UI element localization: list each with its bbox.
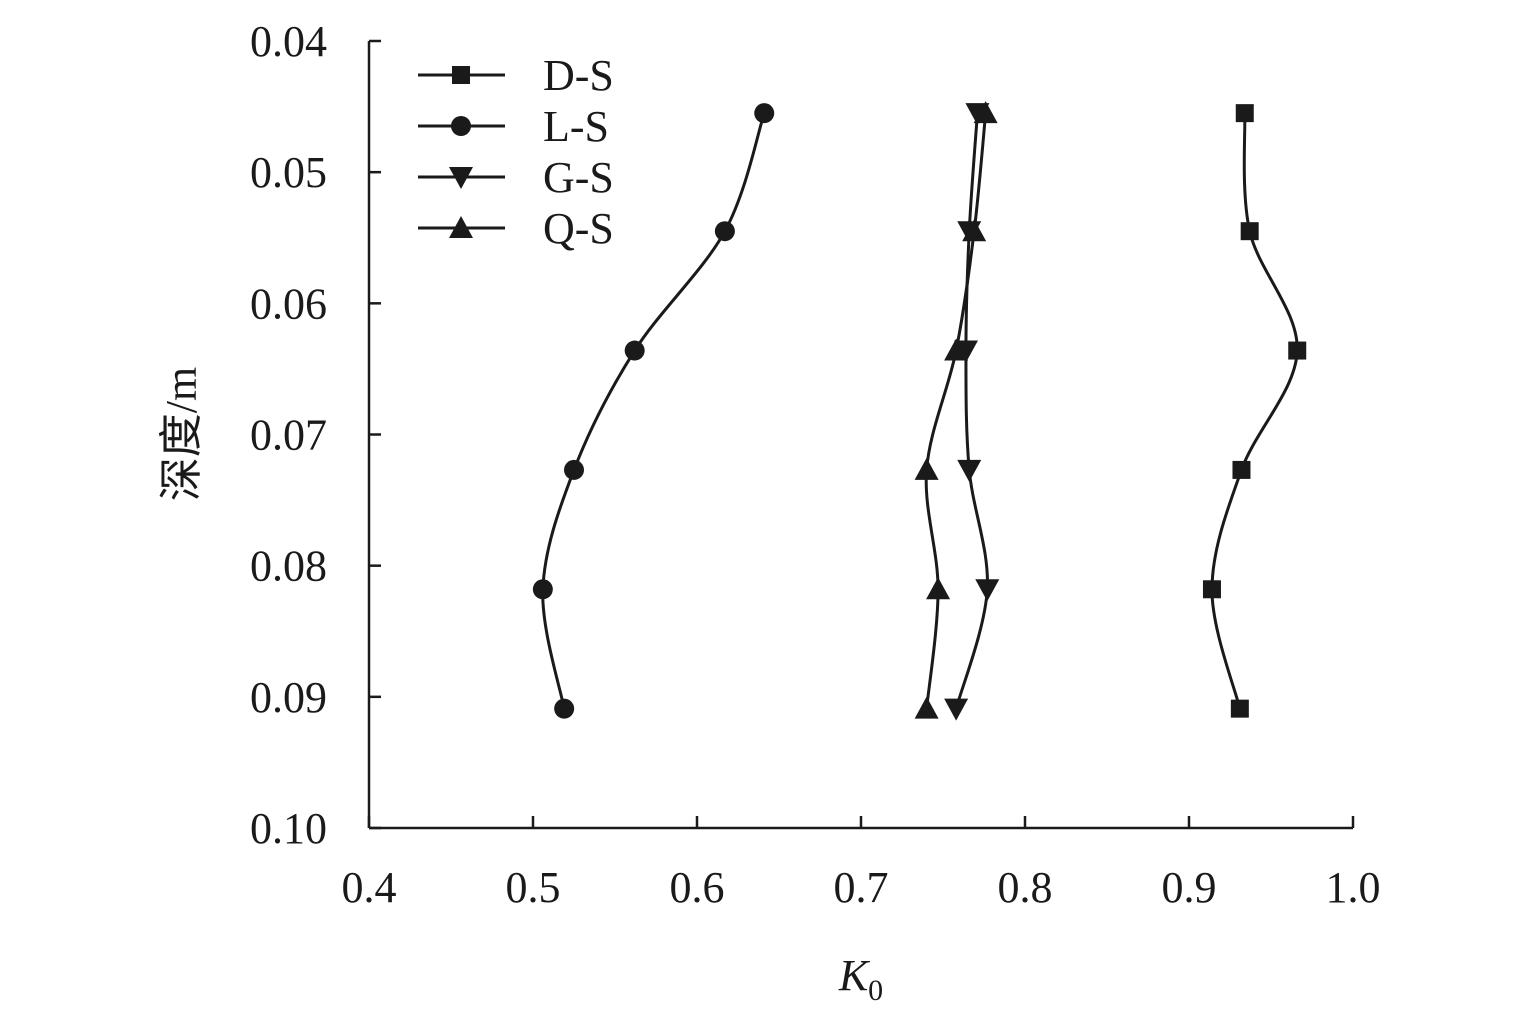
data-point bbox=[975, 579, 1000, 602]
legend-marker bbox=[451, 116, 471, 136]
x-axis-label: K0 bbox=[838, 951, 883, 1007]
legend-label: G-S bbox=[543, 153, 614, 202]
legend-item: D-S bbox=[418, 51, 614, 100]
x-tick-label: 0.4 bbox=[342, 863, 397, 912]
legend: D-SL-SG-SQ-S bbox=[418, 51, 614, 253]
data-point bbox=[1232, 460, 1251, 479]
data-point bbox=[973, 101, 998, 124]
legend-label: D-S bbox=[543, 51, 614, 100]
data-point bbox=[1230, 699, 1249, 718]
legend-item: Q-S bbox=[418, 204, 614, 253]
axes bbox=[367, 41, 1353, 830]
legend-item: G-S bbox=[418, 153, 614, 202]
legend-marker bbox=[452, 66, 470, 84]
y-tick-label: 0.06 bbox=[250, 279, 327, 328]
y-ticks: 0.04 0.05 0.06 0.07 0.08 0.09 0.10 bbox=[250, 17, 381, 853]
data-point bbox=[944, 338, 969, 361]
y-tick-label: 0.05 bbox=[250, 148, 327, 197]
data-point bbox=[1288, 341, 1307, 360]
data-point bbox=[926, 577, 951, 600]
series-line bbox=[954, 113, 989, 710]
x-tick-label: 0.9 bbox=[1162, 863, 1217, 912]
x-tick-label: 0.5 bbox=[506, 863, 561, 912]
y-axis-label: 深度/m bbox=[157, 367, 206, 501]
data-point bbox=[532, 579, 553, 600]
series-l-s bbox=[532, 103, 775, 719]
data-point bbox=[957, 459, 982, 482]
legend-marker bbox=[449, 216, 473, 238]
series-line bbox=[1210, 113, 1299, 709]
data-point bbox=[962, 219, 987, 242]
y-tick-label: 0.08 bbox=[250, 542, 327, 591]
x-tick-label: 0.7 bbox=[834, 863, 889, 912]
x-axis-label-main: K bbox=[838, 951, 871, 1000]
legend-label: L-S bbox=[543, 102, 609, 151]
x-tick-label: 1.0 bbox=[1326, 863, 1381, 912]
data-point bbox=[914, 696, 939, 719]
data-point bbox=[1202, 580, 1221, 599]
legend-item: L-S bbox=[418, 102, 609, 151]
series-group bbox=[532, 101, 1307, 721]
data-point bbox=[1240, 222, 1259, 241]
data-point bbox=[754, 103, 775, 124]
y-tick-label: 0.04 bbox=[250, 17, 327, 66]
x-tick-label: 0.8 bbox=[998, 863, 1053, 912]
data-point bbox=[944, 698, 969, 721]
x-axis-label-subscript: 0 bbox=[868, 974, 883, 1007]
legend-marker bbox=[449, 167, 473, 189]
x-tick-label: 0.6 bbox=[670, 863, 725, 912]
data-point bbox=[624, 340, 645, 361]
y-tick-label: 0.09 bbox=[250, 673, 327, 722]
series-line bbox=[924, 112, 988, 709]
y-tick-label: 0.10 bbox=[250, 804, 327, 853]
y-tick-label: 0.07 bbox=[250, 411, 327, 460]
series-g-s bbox=[944, 103, 1000, 721]
series-line bbox=[541, 112, 766, 709]
legend-label: Q-S bbox=[543, 204, 614, 253]
data-point bbox=[554, 698, 575, 719]
data-point bbox=[1235, 104, 1254, 123]
x-ticks: 0.4 0.5 0.6 0.7 0.8 0.9 1.0 bbox=[342, 816, 1381, 912]
series-d-s bbox=[1202, 104, 1307, 718]
data-point bbox=[564, 459, 584, 480]
data-point bbox=[714, 221, 735, 242]
series-q-s bbox=[914, 101, 998, 719]
data-point bbox=[914, 457, 939, 480]
